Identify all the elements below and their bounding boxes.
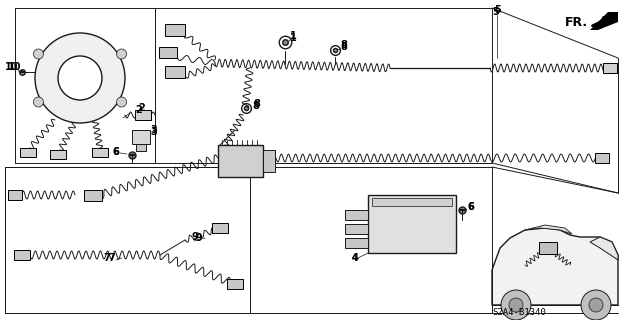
Text: S2A4-B1340: S2A4-B1340 (492, 308, 546, 317)
Bar (227, 279, 243, 289)
Bar (135, 110, 151, 120)
Circle shape (35, 33, 125, 123)
Text: 8: 8 (340, 42, 347, 52)
Circle shape (33, 49, 43, 59)
Bar (539, 242, 557, 254)
Text: 9: 9 (192, 232, 199, 242)
Text: 1: 1 (290, 31, 297, 41)
Text: FR.: FR. (565, 15, 588, 28)
Text: 6: 6 (467, 202, 474, 212)
Text: 6: 6 (467, 202, 474, 212)
Bar (14, 250, 30, 260)
Bar (263, 150, 275, 172)
Text: 2: 2 (138, 103, 144, 113)
Bar (603, 63, 617, 73)
Circle shape (589, 298, 603, 312)
Text: 9: 9 (195, 233, 202, 243)
Circle shape (581, 290, 611, 320)
Text: 7: 7 (108, 253, 115, 263)
Text: 8: 8 (253, 99, 260, 109)
Bar (165, 66, 185, 78)
Bar (345, 238, 368, 248)
Polygon shape (525, 225, 572, 234)
Bar (136, 144, 146, 151)
Circle shape (58, 56, 102, 100)
Polygon shape (590, 237, 618, 260)
Text: 4: 4 (352, 253, 359, 263)
Bar (84, 189, 102, 201)
Polygon shape (492, 228, 618, 305)
Bar (345, 224, 368, 234)
Bar (372, 198, 452, 206)
Circle shape (117, 97, 126, 107)
Bar (92, 148, 108, 156)
Text: 8: 8 (252, 101, 259, 111)
Text: 2: 2 (135, 105, 142, 115)
Circle shape (501, 290, 531, 320)
Bar (218, 145, 263, 177)
Text: 8: 8 (340, 40, 347, 50)
Text: 7: 7 (103, 253, 110, 263)
Text: 6: 6 (112, 147, 119, 157)
Text: 6: 6 (112, 147, 119, 157)
Text: 10: 10 (5, 62, 19, 72)
Bar (165, 24, 185, 36)
Circle shape (509, 298, 523, 312)
Bar (595, 153, 609, 163)
Bar (20, 148, 36, 156)
Circle shape (33, 97, 43, 107)
Text: 5: 5 (494, 5, 501, 15)
Polygon shape (590, 12, 618, 30)
Text: 3: 3 (150, 127, 157, 137)
Text: 4: 4 (352, 253, 359, 263)
Bar (212, 223, 228, 233)
Bar (159, 46, 177, 58)
Text: 5: 5 (492, 7, 498, 17)
Text: 10: 10 (8, 62, 22, 72)
Bar (8, 190, 22, 200)
Text: 3: 3 (150, 125, 157, 135)
Text: 1: 1 (290, 33, 297, 43)
Bar (345, 210, 368, 220)
Bar (50, 149, 66, 158)
Bar (368, 195, 456, 253)
Bar (132, 130, 150, 144)
Circle shape (117, 49, 126, 59)
